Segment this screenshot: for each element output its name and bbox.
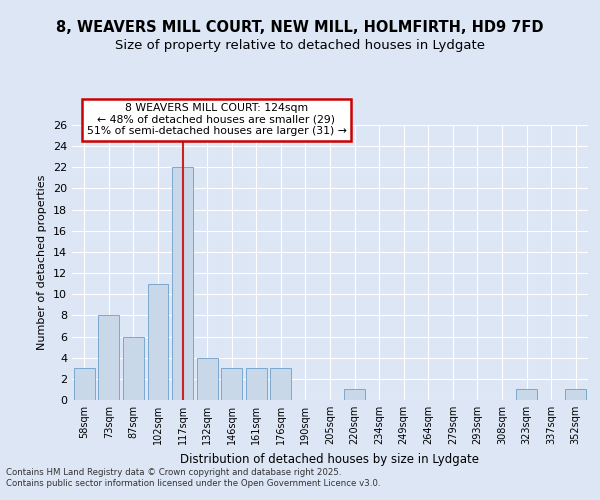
Y-axis label: Number of detached properties: Number of detached properties <box>37 175 47 350</box>
Bar <box>74 368 95 400</box>
Bar <box>148 284 169 400</box>
Text: Size of property relative to detached houses in Lydgate: Size of property relative to detached ho… <box>115 38 485 52</box>
Text: 8, WEAVERS MILL COURT, NEW MILL, HOLMFIRTH, HD9 7FD: 8, WEAVERS MILL COURT, NEW MILL, HOLMFIR… <box>56 20 544 35</box>
Bar <box>246 368 267 400</box>
Bar <box>98 316 119 400</box>
Bar <box>123 336 144 400</box>
Text: Contains HM Land Registry data © Crown copyright and database right 2025.
Contai: Contains HM Land Registry data © Crown c… <box>6 468 380 487</box>
Bar <box>516 390 537 400</box>
Bar <box>565 390 586 400</box>
Bar <box>197 358 218 400</box>
Bar <box>271 368 292 400</box>
Text: 8 WEAVERS MILL COURT: 124sqm
← 48% of detached houses are smaller (29)
51% of se: 8 WEAVERS MILL COURT: 124sqm ← 48% of de… <box>86 103 346 136</box>
X-axis label: Distribution of detached houses by size in Lydgate: Distribution of detached houses by size … <box>181 452 479 466</box>
Bar <box>221 368 242 400</box>
Bar <box>172 168 193 400</box>
Bar <box>344 390 365 400</box>
